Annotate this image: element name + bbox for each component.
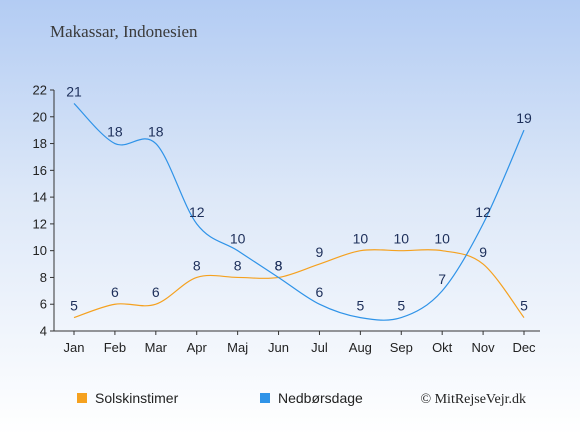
data-label-nedborsdage: 5 (397, 298, 405, 314)
data-label-solskinstimer: 10 (393, 231, 409, 247)
x-tick-label: Maj (227, 340, 248, 355)
x-tick-label: Jun (268, 340, 289, 355)
data-label-nedborsdage: 19 (516, 110, 532, 126)
legend-swatch-nedborsdage (260, 393, 270, 403)
data-label-nedborsdage: 5 (356, 298, 364, 314)
data-label-nedborsdage: 6 (316, 284, 324, 300)
legend: Solskinstimer Nedbørsdage (77, 390, 363, 406)
legend-swatch-solskinstimer (77, 393, 87, 403)
legend-label-solskinstimer: Solskinstimer (95, 390, 179, 406)
data-label-solskinstimer: 8 (275, 257, 283, 273)
series-line-nedborsdage (73, 102, 525, 321)
y-tick-label: 12 (33, 216, 47, 231)
x-tick-label: Apr (187, 340, 208, 355)
data-label-solskinstimer: 6 (152, 284, 160, 300)
data-label-solskinstimer: 5 (70, 298, 78, 314)
data-label-nedborsdage: 7 (438, 271, 446, 287)
data-label-nedborsdage: 21 (66, 83, 82, 99)
x-tick-label: Jul (311, 340, 328, 355)
series-line-solskinstimer (73, 249, 525, 319)
y-tick-label: 22 (33, 83, 47, 98)
y-tick-label: 16 (33, 163, 47, 178)
data-label-solskinstimer: 8 (234, 257, 242, 273)
y-tick-label: 18 (33, 136, 47, 151)
data-label-nedborsdage: 18 (107, 124, 123, 140)
data-label-nedborsdage: 10 (230, 231, 246, 247)
data-label-nedborsdage: 12 (475, 204, 491, 220)
y-tick-label: 4 (40, 324, 47, 339)
y-tick-label: 20 (33, 109, 47, 124)
x-tick-label: Jan (64, 340, 85, 355)
copyright-text: © MitRejseVejr.dk (420, 392, 526, 407)
axes: 4 6 8 10 12 14 16 18 20 22 Jan Feb Mar Apr Maj Jun Jul Au… (33, 83, 540, 355)
data-label-solskinstimer: 10 (434, 231, 450, 247)
data-label-solskinstimer: 6 (111, 284, 119, 300)
x-tick-label: Okt (432, 340, 453, 355)
legend-label-nedborsdage: Nedbørsdage (278, 390, 363, 406)
data-label-nedborsdage: 18 (148, 124, 164, 140)
x-tick-label: Nov (472, 340, 496, 355)
x-tick-label: Dec (512, 340, 536, 355)
x-tick-label: Feb (104, 340, 126, 355)
y-tick-label: 6 (40, 297, 47, 312)
x-tick-label: Aug (349, 340, 372, 355)
series-lines (73, 102, 525, 321)
y-tick-label: 8 (40, 270, 47, 285)
chart-title: Makassar, Indonesien (50, 22, 198, 41)
data-label-solskinstimer: 9 (316, 244, 324, 260)
x-tick-label: Mar (145, 340, 168, 355)
data-label-solskinstimer: 8 (193, 257, 201, 273)
data-label-solskinstimer: 9 (479, 244, 487, 260)
data-label-nedborsdage: 8 (275, 257, 283, 273)
data-label-solskinstimer: 5 (520, 298, 528, 314)
y-tick-label: 10 (33, 243, 47, 258)
y-tick-label: 14 (33, 190, 47, 205)
data-label-nedborsdage: 12 (189, 204, 205, 220)
x-tick-label: Sep (390, 340, 413, 355)
data-label-solskinstimer: 10 (353, 231, 369, 247)
